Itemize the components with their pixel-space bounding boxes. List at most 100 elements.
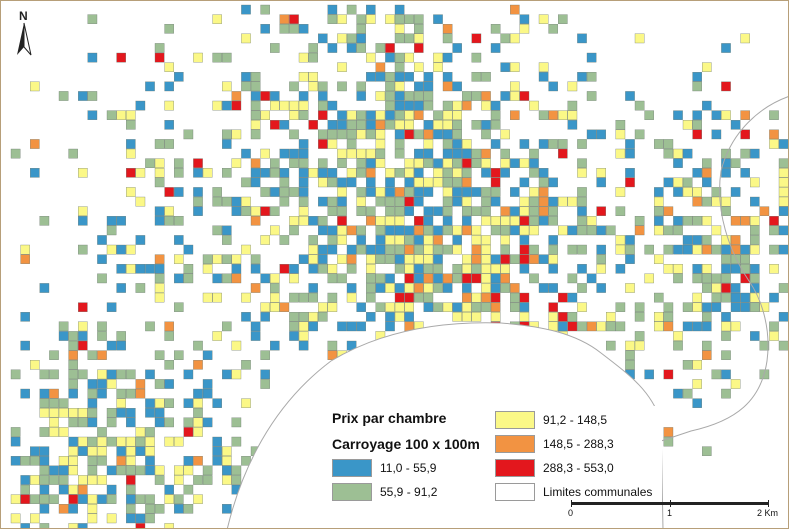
grid-cell	[414, 273, 424, 284]
grid-cell	[558, 312, 568, 322]
grid-cell	[625, 235, 635, 245]
grid-cell	[394, 100, 405, 111]
grid-cell	[385, 14, 395, 24]
grid-cell	[327, 292, 338, 303]
grid-cell	[97, 456, 107, 466]
grid-cell	[442, 120, 453, 130]
grid-cell	[68, 504, 78, 514]
grid-cell	[58, 484, 69, 495]
grid-cell	[538, 187, 549, 197]
grid-cell	[68, 484, 78, 495]
grid-cell	[711, 196, 722, 207]
grid-cell	[394, 14, 405, 24]
grid-cell	[615, 206, 626, 216]
grid-cell	[318, 264, 328, 274]
grid-cell	[404, 273, 414, 284]
grid-cell	[529, 168, 539, 178]
grid-cell	[68, 340, 78, 351]
grid-cell	[126, 513, 136, 524]
grid-cell	[78, 91, 88, 101]
grid-cell	[730, 302, 741, 312]
grid-cell	[356, 120, 366, 130]
grid-cell	[481, 158, 491, 168]
grid-cell	[250, 321, 261, 332]
grid-cell	[538, 283, 549, 293]
grid-cell	[174, 158, 184, 168]
grid-cell	[270, 292, 280, 303]
grid-cell	[663, 321, 674, 332]
grid-cell	[183, 465, 194, 476]
grid-cell	[577, 244, 587, 255]
grid-cell	[433, 235, 443, 245]
grid-cell	[692, 321, 702, 332]
grid-cell	[596, 177, 606, 188]
grid-cell	[404, 206, 414, 216]
grid-cell	[442, 33, 453, 44]
grid-cell	[39, 427, 50, 437]
grid-cell	[692, 110, 702, 120]
grid-cell	[298, 24, 309, 34]
grid-cell	[423, 187, 434, 197]
grid-cell	[759, 206, 770, 216]
grid-cell	[126, 465, 136, 476]
grid-cell	[270, 187, 280, 197]
grid-cell	[116, 398, 126, 408]
grid-cell	[500, 148, 510, 159]
grid-cell	[644, 244, 654, 255]
grid-cell	[106, 244, 117, 255]
grid-cell	[423, 81, 434, 92]
grid-cell	[404, 100, 414, 111]
grid-cell	[423, 235, 434, 245]
grid-cell	[260, 312, 270, 322]
grid-cell	[78, 436, 88, 447]
grid-cell	[337, 120, 347, 130]
grid-cell	[663, 225, 674, 236]
legend-label-class3: 91,2 - 148,5	[543, 413, 608, 427]
grid-cell	[394, 196, 405, 207]
grid-cell	[510, 254, 520, 264]
grid-cell	[442, 216, 453, 226]
grid-cell	[596, 206, 606, 216]
grid-cell	[212, 456, 222, 466]
grid-cell	[241, 244, 251, 255]
grid-cell	[673, 331, 683, 341]
grid-cell	[385, 273, 395, 284]
grid-cell	[462, 91, 472, 101]
grid-cell	[519, 302, 530, 312]
legend-swatch-class3	[495, 411, 535, 429]
grid-cell	[30, 446, 40, 456]
grid-cell	[394, 81, 405, 92]
grid-cell	[106, 340, 117, 351]
grid-cell	[154, 465, 165, 476]
grid-cell	[346, 110, 357, 120]
grid-cell	[116, 283, 126, 293]
grid-cell	[87, 465, 98, 476]
grid-cell	[231, 196, 242, 207]
grid-cell	[327, 120, 338, 130]
grid-cell	[174, 465, 184, 476]
grid-cell	[164, 331, 174, 341]
grid-cell	[510, 158, 520, 168]
grid-cell	[414, 292, 424, 303]
legend-label-limits: Limites communales	[543, 485, 653, 499]
grid-cell	[414, 148, 424, 159]
grid-cell	[606, 321, 616, 332]
grid-cell	[558, 14, 568, 24]
grid-cell	[414, 100, 424, 111]
grid-cell	[366, 254, 376, 264]
grid-cell	[202, 264, 213, 274]
grid-cell	[577, 302, 587, 312]
grid-cell	[154, 379, 165, 389]
grid-cell	[212, 292, 222, 303]
grid-cell	[366, 206, 376, 216]
grid-cell	[279, 168, 290, 178]
grid-cell	[126, 264, 136, 274]
grid-cell	[97, 235, 107, 245]
grid-cell	[385, 312, 395, 322]
grid-cell	[769, 331, 779, 341]
grid-cell	[711, 292, 722, 303]
grid-cell	[625, 139, 635, 149]
grid-cell	[222, 81, 232, 92]
grid-cell	[548, 24, 558, 34]
